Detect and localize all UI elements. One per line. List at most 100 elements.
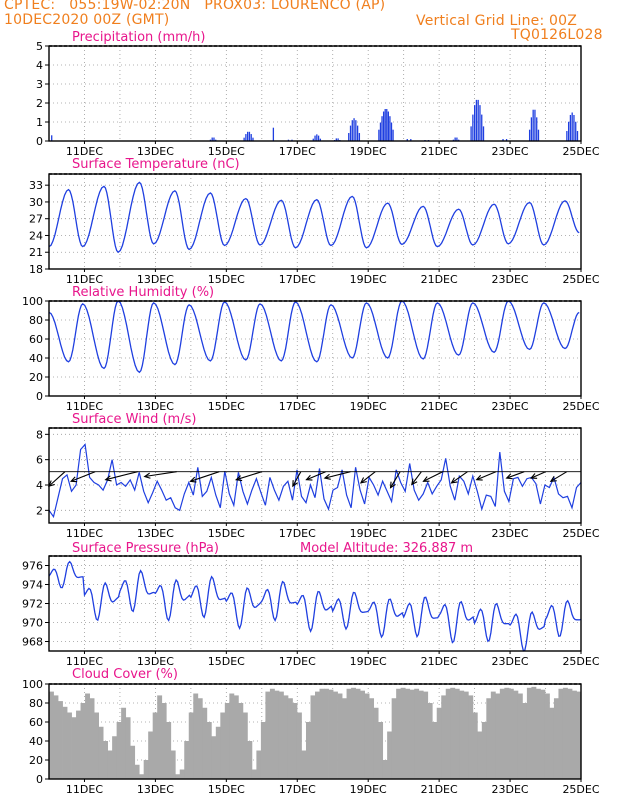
cloud-bar [238,703,244,779]
humidity-line [48,300,580,374]
cloud-ytick-label: 100 [22,678,43,691]
cloud-bar [184,741,190,779]
pressure-xtick-label: 21DEC [421,655,458,668]
cloud-bar [567,688,573,779]
temperature-ytick-label: 24 [29,229,43,242]
cloud-ytick-label: 60 [29,716,43,729]
cloud-bar [62,706,68,779]
wind-vector-arrowhead [234,475,243,482]
cloud-bar [256,750,262,779]
temperature-title: Surface Temperature (nC) [72,157,240,172]
cloud-bar [58,701,63,779]
cloud-xtick-label: 13DEC [137,783,174,796]
precip-bar [382,111,385,141]
precipitation-ytick-label: 3 [36,78,43,91]
wind-xtick-label: 17DEC [279,527,316,540]
cloud-bar [535,688,541,779]
precip-bar [351,120,353,141]
wind-vector-arrow [292,471,302,487]
precip-bar [566,131,568,141]
cloud-bar [544,693,550,779]
precipitation-ytick-label: 5 [36,40,43,53]
pressure-xtick-label: 25DEC [562,655,599,668]
precip-bar [569,114,572,141]
cloud-bar [260,722,266,779]
cloud-bar [292,703,298,779]
cloud-xtick-label: 23DEC [492,783,529,796]
temperature-xtick-label: 25DEC [562,273,599,286]
humidity-xtick-label: 23DEC [492,400,529,413]
wind-vector-arrow [324,471,351,479]
pressure-xtick-label: 15DEC [208,655,245,668]
cloud-bar [382,760,388,779]
cloud-bar [364,693,370,779]
wind-vector-arrow [48,471,66,487]
precip-bar [319,138,322,141]
temperature-grid [49,174,581,269]
precip-bar [386,109,388,141]
cloud-bar [472,712,478,779]
cloud-bar [324,688,329,779]
cloud-xtick-label: 19DEC [350,783,387,796]
temperature-xtick-label: 15DEC [208,273,245,286]
cloud-bar [67,712,72,779]
cloud-bar [121,707,127,779]
cloud-bar [130,745,136,779]
cloud-bar [197,698,203,779]
cloud-bar [450,687,456,779]
precip-bar [378,129,380,141]
precip-bar [384,109,386,141]
cloud-bar [148,731,154,779]
temperature-xtick-label: 11DEC [66,273,103,286]
cloud-bar [576,691,582,779]
precip-bar [335,138,337,141]
temperature-xtick-label: 13DEC [137,273,174,286]
cloud-bar [94,712,99,779]
cloud-bar [103,741,109,779]
wind-ytick-label: 8 [36,428,43,441]
header-code: TQ0126L028 [511,27,603,43]
cloud-bar [351,687,356,779]
wind-frame [48,427,582,524]
cloud-bar [175,774,181,779]
pressure-xtick-label: 13DEC [137,655,174,668]
precipitation-grid [49,46,581,141]
temperature-ytick-label: 21 [29,246,43,259]
pressure-ytick-label: 970 [22,617,43,630]
precip-bar [51,135,53,141]
precip-bar [502,139,504,141]
precip-bar [482,126,485,141]
precip-bar [353,118,355,141]
precip-bar [479,105,481,141]
temperature-ytick-label: 33 [29,179,43,192]
precip-bar [575,121,577,141]
humidity-xtick-label: 25DEC [562,400,599,413]
cloud-bar [337,693,343,779]
wind-vector-arrow [360,471,376,484]
cloud-bar [296,712,302,779]
precip-bar [571,112,573,141]
precip-bar [528,129,531,141]
wind-vector-arrow [105,471,138,481]
precipitation-xtick-label: 15DEC [208,145,245,158]
cloud-bar [369,698,375,779]
header-location: CPTEC: 055:19W-02:20N PROX03: LOURENCO (… [4,0,386,13]
cloud-bar [558,688,564,779]
wind-xtick-label: 23DEC [492,527,529,540]
cloud-bar [391,698,397,779]
cloud-bar [98,726,104,779]
cloud-xtick-label: 25DEC [562,783,599,796]
precip-bar [316,134,318,141]
pressure-line [48,560,582,652]
cloud-bar [116,722,122,779]
cloud-bar [468,695,474,779]
precip-bar [312,138,314,141]
cloud-bar [215,726,221,779]
precip-bar [387,111,389,141]
cloud-xtick-label: 21DEC [421,783,458,796]
precipitation-frame [48,45,582,142]
cloud-bar [549,707,555,779]
wind-ytick-label: 4 [36,479,43,492]
wind-vector-arrowhead [549,475,557,482]
precip-bar [537,129,540,141]
